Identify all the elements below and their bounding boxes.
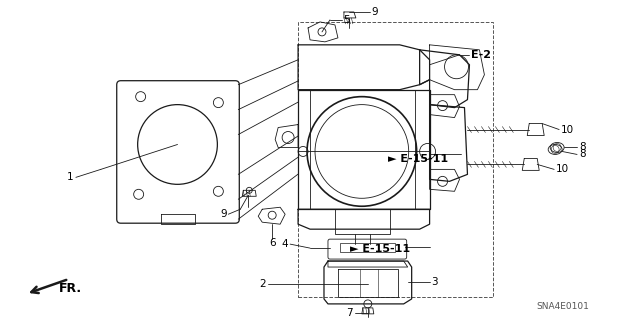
Text: 9: 9 — [372, 7, 378, 17]
Text: 8: 8 — [579, 143, 586, 152]
Text: 5: 5 — [343, 15, 349, 25]
Text: 9: 9 — [221, 209, 227, 219]
Bar — [340, 243, 395, 252]
Bar — [298, 22, 493, 297]
Text: 4: 4 — [282, 239, 288, 249]
Text: SNA4E0101: SNA4E0101 — [536, 302, 589, 311]
Text: 7: 7 — [346, 308, 353, 318]
Text: ► E-15-11: ► E-15-11 — [388, 154, 448, 164]
Text: E-2: E-2 — [472, 50, 492, 60]
Text: 8: 8 — [579, 149, 586, 160]
Text: ► E-15-11: ► E-15-11 — [350, 244, 410, 254]
Text: 3: 3 — [431, 277, 438, 287]
Text: 10: 10 — [556, 164, 569, 174]
Text: 10: 10 — [561, 124, 574, 135]
Text: 6: 6 — [269, 238, 275, 248]
Text: FR.: FR. — [59, 282, 82, 295]
Text: 1: 1 — [67, 172, 74, 182]
Text: 2: 2 — [260, 279, 266, 289]
